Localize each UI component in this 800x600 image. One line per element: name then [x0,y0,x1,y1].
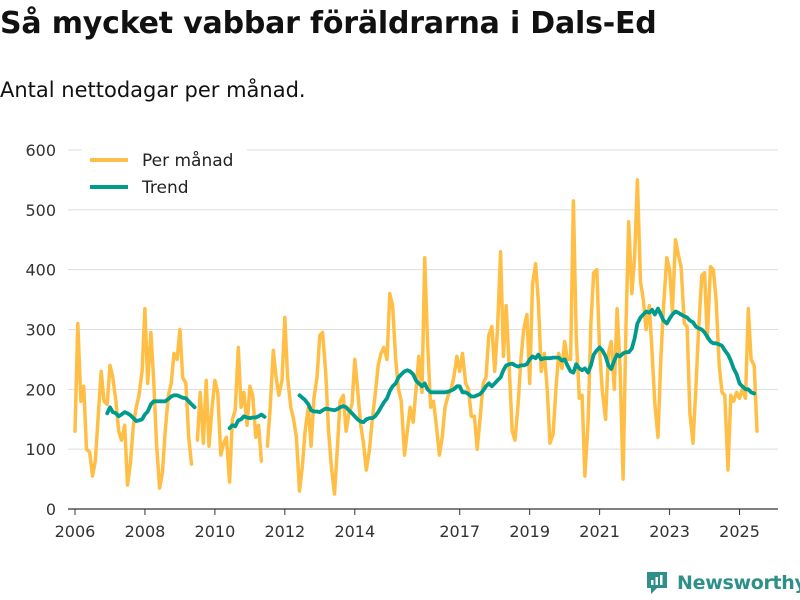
newsworthy-logo-text: Newsworthy [677,572,800,594]
legend-label-per-manad: Per månad [142,150,233,171]
axis-layer: 0 100 200 300 400 500 600 2006 2008 2010 2012 2014 2… [25,141,759,541]
series-line-trend [105,306,757,431]
newsworthy-logo: Newsworthy [645,570,800,596]
x-tick-label-2021: 2021 [579,522,620,541]
chart-subtitle: Antal nettodagar per månad. [0,78,306,102]
legend: Per månad Trend [82,146,247,204]
line-chart: 0 100 200 300 400 500 600 2006 2008 2010 2012 2014 2… [25,141,778,541]
y-tick-label-500: 500 [25,201,56,220]
chart-title: Så mycket vabbar föräldrarna i Dals-Ed [0,6,657,41]
x-tick-label-2025: 2025 [719,522,760,541]
x-tick-label-2006: 2006 [55,522,96,541]
series-line-per-manad [73,178,759,496]
y-tick-label-600: 600 [25,141,56,160]
x-tick-label-2010: 2010 [195,522,236,541]
x-tick-label-2019: 2019 [509,522,550,541]
newsworthy-logo-icon [647,572,667,594]
x-tick-label-2012: 2012 [264,522,305,541]
x-tick-label-2017: 2017 [439,522,480,541]
legend-label-trend: Trend [141,178,189,198]
legend-background [82,146,247,204]
y-tick-label-200: 200 [25,380,56,399]
series-layer [73,178,759,496]
x-tick-label-2023: 2023 [649,522,690,541]
y-tick-label-300: 300 [25,321,56,340]
x-tick-label-2008: 2008 [125,522,166,541]
y-tick-label-400: 400 [25,261,56,280]
y-tick-label-0: 0 [46,500,56,519]
x-tick-label-2014: 2014 [334,522,375,541]
y-tick-label-100: 100 [25,440,56,459]
